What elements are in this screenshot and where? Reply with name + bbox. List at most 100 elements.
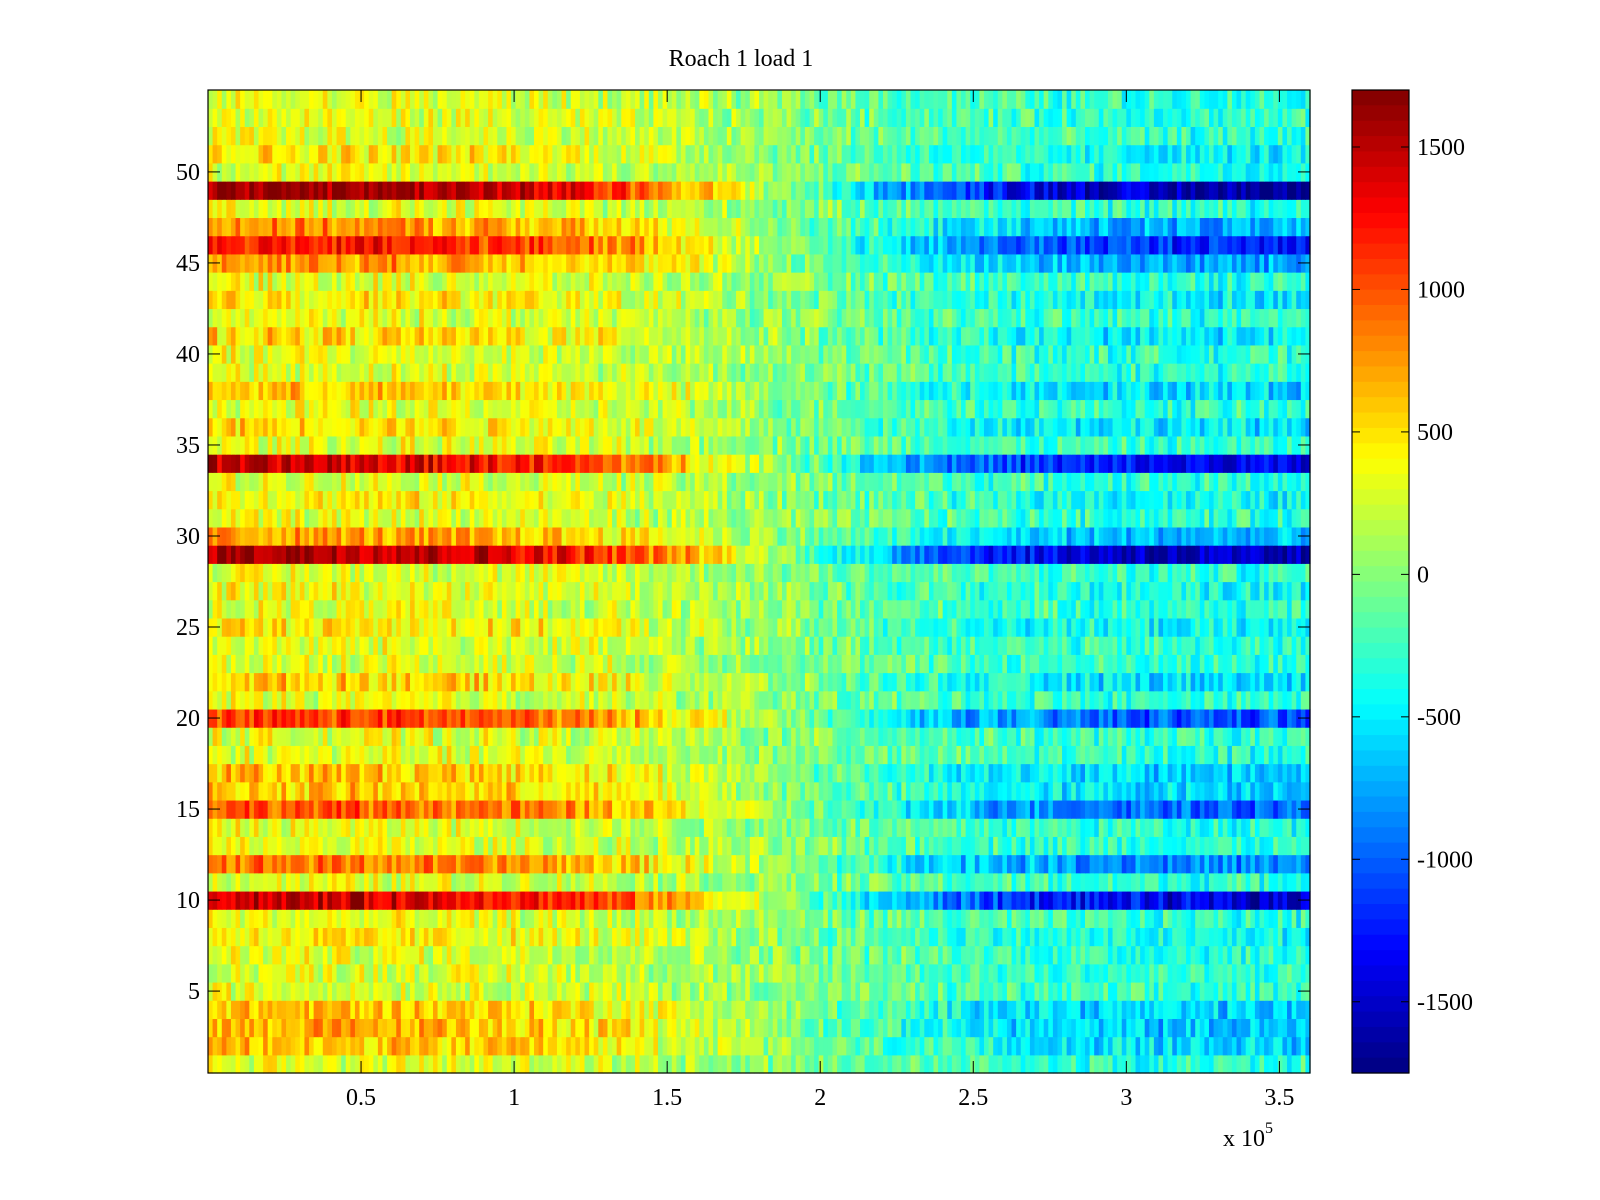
heatmap-cell bbox=[488, 727, 494, 746]
heatmap-cell bbox=[217, 872, 223, 892]
heatmap-cell bbox=[809, 1018, 815, 1038]
heatmap-cell bbox=[1181, 836, 1187, 856]
heatmap-cell bbox=[1259, 1036, 1265, 1056]
heatmap-cell bbox=[717, 945, 723, 965]
heatmap-cell bbox=[1085, 1054, 1091, 1074]
heatmap-cell bbox=[1089, 945, 1095, 965]
heatmap-cell bbox=[1130, 745, 1137, 765]
heatmap-cell bbox=[607, 945, 613, 965]
heatmap-cell bbox=[566, 708, 572, 728]
heatmap-cell bbox=[1282, 963, 1288, 983]
heatmap-cell bbox=[736, 708, 742, 728]
heatmap-cell bbox=[1250, 981, 1256, 1001]
heatmap-cell bbox=[717, 818, 723, 837]
heatmap-cell bbox=[873, 781, 879, 801]
heatmap-cell bbox=[327, 981, 333, 1001]
heatmap-cell bbox=[1158, 963, 1164, 983]
heatmap-cell bbox=[1163, 745, 1169, 765]
heatmap-cell bbox=[598, 963, 604, 983]
heatmap-cell bbox=[593, 909, 599, 928]
heatmap-cell bbox=[575, 727, 581, 746]
heatmap-cell bbox=[864, 836, 870, 856]
heatmap-cell bbox=[1213, 745, 1219, 765]
heatmap-cell bbox=[442, 727, 448, 746]
heatmap-cell bbox=[690, 945, 696, 965]
heatmap-cell bbox=[547, 708, 553, 728]
heatmap-cell bbox=[1204, 763, 1210, 783]
heatmap-cell bbox=[983, 1054, 990, 1074]
heatmap-cell bbox=[1176, 727, 1183, 746]
heatmap-cell bbox=[818, 872, 824, 892]
heatmap-cell bbox=[309, 963, 315, 983]
heatmap-cell bbox=[961, 799, 967, 819]
heatmap-cell bbox=[680, 1054, 687, 1074]
heatmap-cell bbox=[290, 927, 296, 947]
heatmap-cell bbox=[446, 745, 452, 765]
heatmap-cell bbox=[455, 745, 462, 765]
heatmap-cell bbox=[1199, 872, 1205, 892]
heatmap-cell bbox=[942, 763, 948, 783]
heatmap-cell bbox=[1126, 981, 1132, 1001]
heatmap-cell bbox=[1016, 818, 1022, 837]
heatmap-cell bbox=[506, 763, 512, 783]
heatmap-cell bbox=[469, 690, 475, 710]
heatmap-cell bbox=[745, 981, 751, 1001]
heatmap-cell bbox=[1222, 981, 1228, 1001]
heatmap-cell bbox=[1144, 818, 1150, 837]
heatmap-cell bbox=[341, 854, 347, 874]
heatmap-cell bbox=[299, 727, 306, 746]
heatmap-cell bbox=[685, 909, 691, 928]
heatmap-cell bbox=[1011, 927, 1017, 947]
heatmap-cell bbox=[400, 836, 407, 856]
heatmap-cell bbox=[511, 927, 517, 947]
heatmap-cell bbox=[901, 927, 907, 947]
heatmap-cell bbox=[1204, 872, 1210, 892]
heatmap-cell bbox=[497, 763, 503, 783]
heatmap-cell bbox=[322, 945, 328, 965]
heatmap-cell bbox=[938, 945, 944, 965]
heatmap-cell bbox=[639, 708, 645, 728]
heatmap-cell bbox=[993, 727, 999, 746]
heatmap-cell bbox=[823, 727, 829, 746]
heatmap-cell bbox=[240, 1000, 246, 1019]
heatmap-cell bbox=[951, 909, 958, 928]
heatmap-cell bbox=[671, 690, 677, 710]
heatmap-cell bbox=[534, 727, 540, 746]
heatmap-cell bbox=[1287, 854, 1293, 874]
heatmap-cell bbox=[566, 836, 572, 856]
heatmap-cell bbox=[850, 818, 857, 837]
heatmap-cell bbox=[1135, 818, 1141, 837]
heatmap-cell bbox=[809, 890, 815, 910]
heatmap-cell bbox=[864, 945, 870, 965]
heatmap-cell bbox=[837, 927, 843, 947]
heatmap-cell bbox=[1048, 909, 1054, 928]
heatmap-cell bbox=[1062, 1018, 1068, 1038]
heatmap-cell bbox=[1002, 1054, 1008, 1074]
heatmap-cell bbox=[1025, 963, 1031, 983]
heatmap-cell bbox=[451, 963, 457, 983]
heatmap-cell bbox=[983, 690, 990, 710]
heatmap-cell bbox=[1305, 836, 1311, 856]
heatmap-cell bbox=[1208, 818, 1215, 837]
heatmap-cell bbox=[671, 1036, 677, 1056]
heatmap-cell bbox=[547, 981, 553, 1001]
heatmap-cell bbox=[258, 763, 264, 783]
heatmap-cell bbox=[1305, 1054, 1311, 1074]
heatmap-cell bbox=[928, 909, 935, 928]
heatmap-cell bbox=[1062, 872, 1068, 892]
heatmap-cell bbox=[740, 781, 746, 801]
heatmap-cell bbox=[1075, 781, 1082, 801]
heatmap-cell bbox=[556, 854, 563, 874]
heatmap-cell bbox=[244, 781, 250, 801]
heatmap-cell bbox=[1107, 981, 1114, 1001]
heatmap-cell bbox=[1296, 1054, 1302, 1074]
heatmap-cell bbox=[988, 1000, 994, 1019]
heatmap-cell bbox=[1075, 963, 1082, 983]
heatmap-cell bbox=[878, 854, 884, 874]
heatmap-cell bbox=[625, 963, 632, 983]
heatmap-cell bbox=[552, 836, 558, 856]
heatmap-cell bbox=[1241, 818, 1247, 837]
heatmap-cell bbox=[529, 909, 535, 928]
heatmap-cell bbox=[1107, 727, 1114, 746]
heatmap-cell bbox=[1264, 708, 1270, 728]
